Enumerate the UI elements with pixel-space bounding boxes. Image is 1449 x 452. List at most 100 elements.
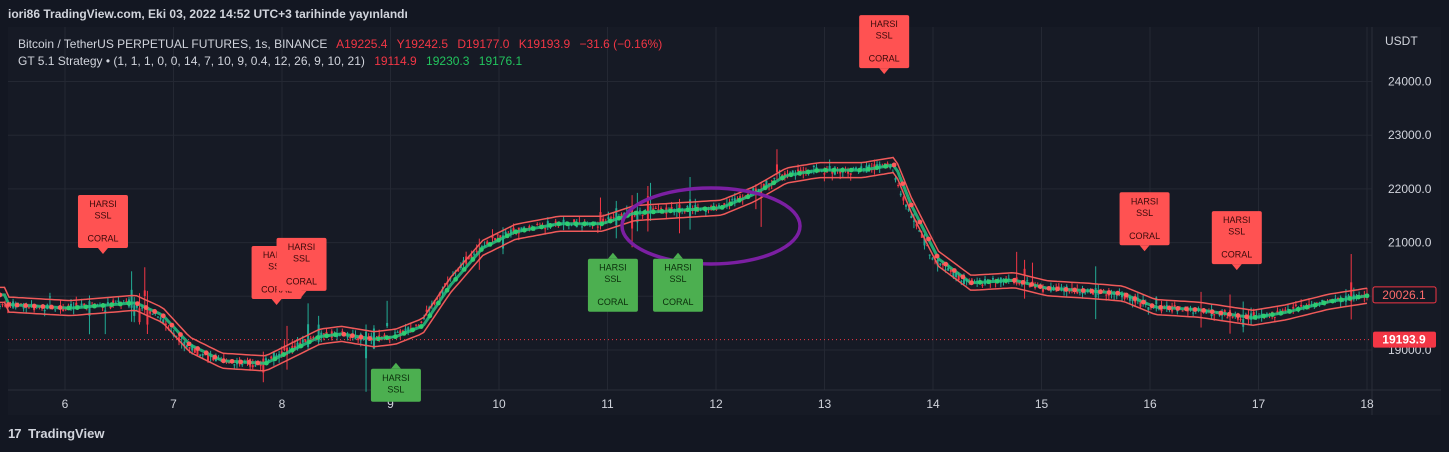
trend-dot (109, 302, 115, 308)
sell-signal-label[interactable]: HARSI SSL CORAL (1119, 192, 1170, 252)
trend-dot (1184, 306, 1189, 312)
candle-body (206, 354, 209, 361)
candle-body (581, 226, 584, 228)
candle-body (246, 359, 249, 362)
trend-dot (0, 292, 3, 298)
trend-dot (1046, 285, 1052, 291)
trend-dot (461, 266, 467, 272)
candle-body (54, 309, 57, 311)
signal-box (370, 368, 421, 402)
candle-body (270, 356, 273, 359)
signal-text: HARSI (870, 19, 898, 29)
candle-body (939, 263, 942, 265)
candle-body (417, 325, 420, 327)
trend-dot (384, 335, 390, 341)
signal-text: CORAL (1129, 231, 1160, 241)
candle-body (494, 238, 497, 241)
candle-body (191, 345, 194, 351)
candle-body (1042, 287, 1045, 292)
candle-body (1350, 282, 1353, 302)
trend-dot (539, 224, 544, 230)
tradingview-logo-icon: 17 (8, 426, 22, 441)
candle-body (894, 177, 897, 181)
trend-dot (478, 247, 484, 252)
trend-dot (195, 346, 201, 351)
candle-body (607, 217, 610, 220)
trend-dot (1244, 314, 1250, 320)
trend-dot (341, 331, 347, 337)
trend-dot (702, 206, 708, 212)
candle-body (899, 193, 902, 196)
candle-body (783, 173, 786, 177)
tradingview-footer[interactable]: 17 TradingView (8, 426, 104, 441)
candle-body (80, 303, 83, 308)
candle-body (1239, 318, 1242, 320)
candle-body (349, 336, 352, 339)
candle-body (797, 169, 800, 172)
trend-dot (350, 333, 355, 339)
trend-dot (504, 233, 510, 239)
candle-body (778, 173, 781, 175)
signal-box (653, 258, 704, 312)
candle-body (499, 235, 502, 239)
trend-dot (1356, 294, 1361, 300)
trend-dot (1313, 302, 1318, 308)
strategy-name[interactable]: GT 5.1 Strategy • (1, 1, 1, 0, 0, 14, 7,… (18, 54, 365, 68)
candle-body (193, 347, 196, 353)
trend-dot (934, 253, 940, 259)
trend-dot (1235, 313, 1241, 318)
trend-dot (848, 167, 854, 173)
trend-dot (221, 358, 226, 364)
price-chart[interactable]: 24000.023000.022000.021000.020000.019000… (0, 0, 1449, 420)
trend-dot (728, 201, 734, 207)
candle-body (686, 206, 689, 208)
trend-dot (1209, 309, 1215, 315)
candle-body (149, 311, 152, 314)
close-value: K19193.9 (518, 37, 571, 51)
candle-body (544, 228, 547, 230)
candle-body (304, 339, 307, 343)
symbol-name[interactable]: Bitcoin / TetherUS PERPETUAL FUTURES, 1s… (18, 37, 328, 51)
candle-body (188, 347, 191, 349)
candle-body (475, 250, 478, 252)
trend-dot (900, 181, 906, 187)
signal-text: SSL (1136, 208, 1153, 218)
candle-body (283, 347, 286, 350)
trend-dot (616, 215, 622, 221)
candle-body (441, 289, 444, 294)
signal-text: HARSI (89, 199, 117, 209)
trend-dot (1201, 308, 1207, 313)
candle-body (1155, 297, 1158, 305)
candle-body (486, 241, 489, 245)
candle-body (554, 221, 557, 224)
candle-body (1139, 300, 1142, 307)
trend-dot (1080, 288, 1086, 293)
candle-body (62, 309, 65, 312)
candle-body (528, 226, 531, 230)
candle-body (394, 332, 397, 334)
trend-dot (315, 335, 321, 340)
candle-body (902, 197, 905, 201)
candle-body (1128, 296, 1131, 301)
trend-dot (513, 229, 519, 235)
trend-dot (840, 167, 845, 173)
candle-body (212, 358, 215, 360)
candle-body (910, 216, 913, 219)
candle-body (849, 173, 852, 175)
trend-dot (289, 347, 295, 353)
trend-dot (1115, 290, 1121, 296)
candle-body (162, 319, 165, 323)
candle-body (733, 198, 736, 202)
high-value: Y19242.5 (396, 37, 448, 51)
signal-text: HARSI (1131, 196, 1159, 206)
trend-dot (719, 204, 725, 210)
signal-pointer (296, 290, 307, 297)
candle-body (183, 341, 186, 346)
